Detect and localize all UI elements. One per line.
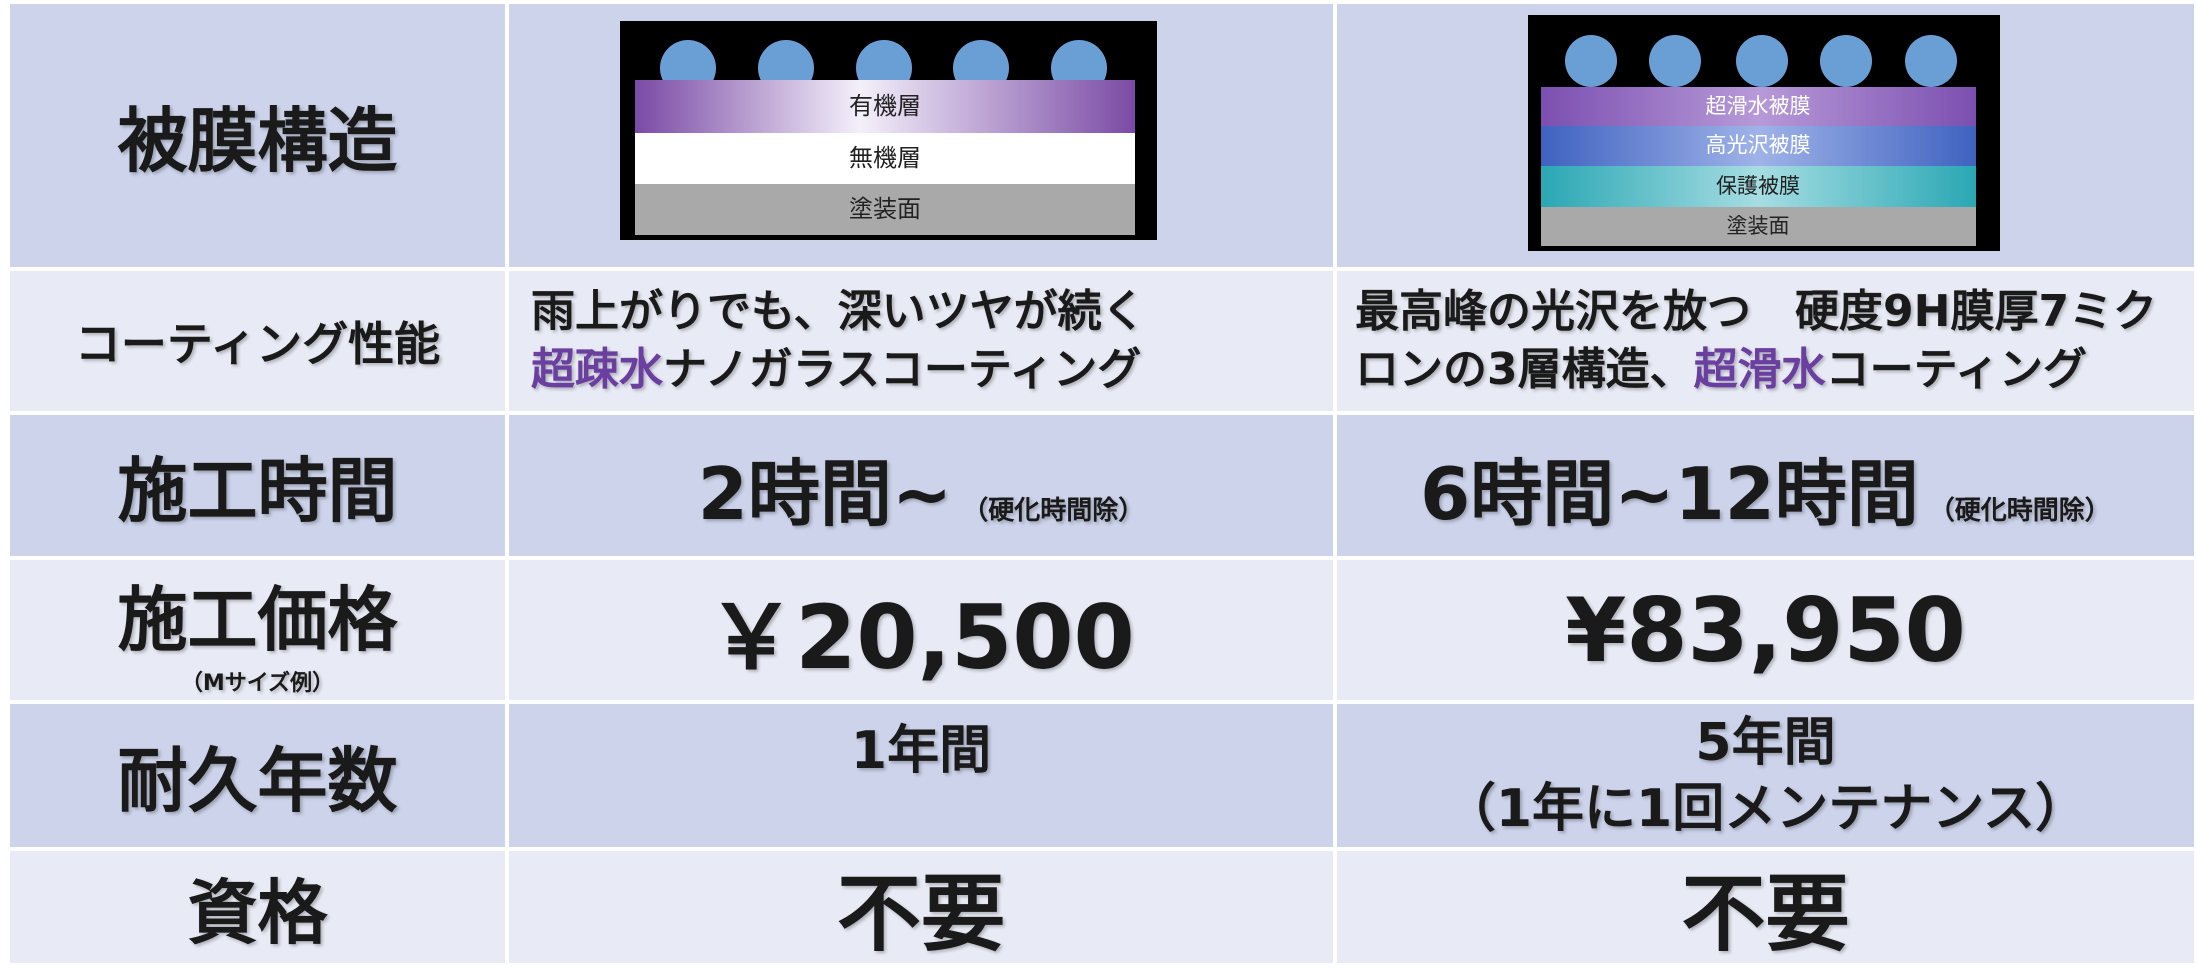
row-header: 施工時間	[10, 415, 505, 556]
cell: 不要	[1337, 851, 2194, 963]
droplet	[1905, 35, 1957, 87]
highlight-text: 超疎水	[531, 344, 663, 395]
time-note: （硬化時間除）	[1928, 496, 2111, 526]
row-header: コーティング性能	[10, 271, 505, 411]
layer	[1541, 166, 1976, 207]
cell: 最高峰の光沢を放つ 硬度9H膜厚7ミク ロンの3層構造、超滑水コーティング	[1337, 271, 2194, 411]
time-note: （硬化時間除）	[962, 496, 1145, 526]
droplet	[1820, 35, 1872, 87]
cell: 6時間~12時間 （硬化時間除）	[1337, 415, 2194, 556]
row-header: 資格	[10, 851, 505, 963]
text: 雨上がりでも、深いツヤが続く	[531, 286, 1146, 337]
price: ¥83,950	[1565, 578, 1966, 682]
header-subtitle: （Mサイズ例）	[180, 670, 335, 696]
text-line: ロンの3層構造、超滑水コーティング	[1355, 341, 2087, 399]
highlight-text: 超滑水	[1693, 344, 1826, 395]
header-title: 被膜構造	[117, 100, 398, 182]
cell: 2時間~ （硬化時間除）	[509, 415, 1333, 556]
row-header: 被膜構造	[10, 4, 505, 267]
cell: 不要	[509, 851, 1333, 963]
layer	[635, 184, 1135, 235]
cell: ￥20,500	[509, 560, 1333, 700]
text-line: 最高峰の光沢を放つ 硬度9H膜厚7ミク	[1355, 283, 2157, 341]
row-header: 施工価格 （Mサイズ例）	[10, 560, 505, 700]
price: ￥20,500	[707, 585, 1135, 689]
time-value: 6時間~12時間	[1420, 452, 1919, 536]
layer-label: 超滑水被膜	[1706, 94, 1811, 118]
layer	[1541, 126, 1976, 166]
text: コーティング	[1825, 344, 2087, 395]
layer-label: 塗装面	[1727, 214, 1790, 238]
cell: 5年間 （1年に1回メンテナンス）	[1337, 704, 2194, 847]
cell: ¥83,950	[1337, 560, 2194, 700]
layer	[635, 133, 1135, 184]
cell: 1年間	[509, 704, 1333, 847]
header-title: 資格	[187, 871, 328, 954]
layer-label: 無機層	[849, 144, 921, 172]
text: ナノガラスコーティング	[663, 344, 1142, 395]
layer	[1541, 87, 1976, 126]
durability-note: （1年に1回メンテナンス）	[1443, 778, 2088, 839]
row-header: 耐久年数	[10, 704, 505, 847]
header-title: 耐久年数	[117, 740, 398, 822]
text: 最高峰の光沢を放つ 硬度9H膜厚7ミク	[1355, 286, 2158, 337]
header-title: 施工価格	[117, 578, 398, 661]
header-title: 施工時間	[117, 450, 398, 532]
droplets	[1565, 35, 1957, 87]
license: 不要	[1681, 864, 1850, 963]
header-title: コーティング性能	[74, 317, 441, 371]
time-value: 2時間~	[697, 452, 953, 536]
droplet	[1736, 35, 1788, 87]
diagram-1: 有機層 無機層 塗装面	[620, 21, 1157, 240]
droplet	[1649, 35, 1701, 87]
cell: 雨上がりでも、深いツヤが続く 超疎水ナノガラスコーティング	[509, 271, 1333, 411]
layer-label: 保護被膜	[1716, 174, 1800, 198]
structure-diagrams: 有機層 無機層 塗装面 超滑水被膜 高光沢被膜 保護被膜 塗装面	[620, 15, 2000, 251]
layer	[635, 80, 1135, 133]
droplet	[1565, 35, 1617, 87]
layer-label: 高光沢被膜	[1706, 133, 1811, 157]
durability: 5年間	[1695, 712, 1836, 773]
license: 不要	[836, 864, 1005, 963]
durability: 1年間	[850, 721, 992, 781]
text-line: 雨上がりでも、深いツヤが続く	[531, 283, 1146, 341]
text-line: 超疎水ナノガラスコーティング	[531, 341, 1141, 399]
layer	[1541, 207, 1976, 246]
diagram-2: 超滑水被膜 高光沢被膜 保護被膜 塗装面	[1528, 15, 2000, 251]
text: ロンの3層構造、	[1355, 344, 1694, 395]
layer-label: 有機層	[849, 92, 921, 120]
layer-label: 塗装面	[849, 195, 921, 223]
